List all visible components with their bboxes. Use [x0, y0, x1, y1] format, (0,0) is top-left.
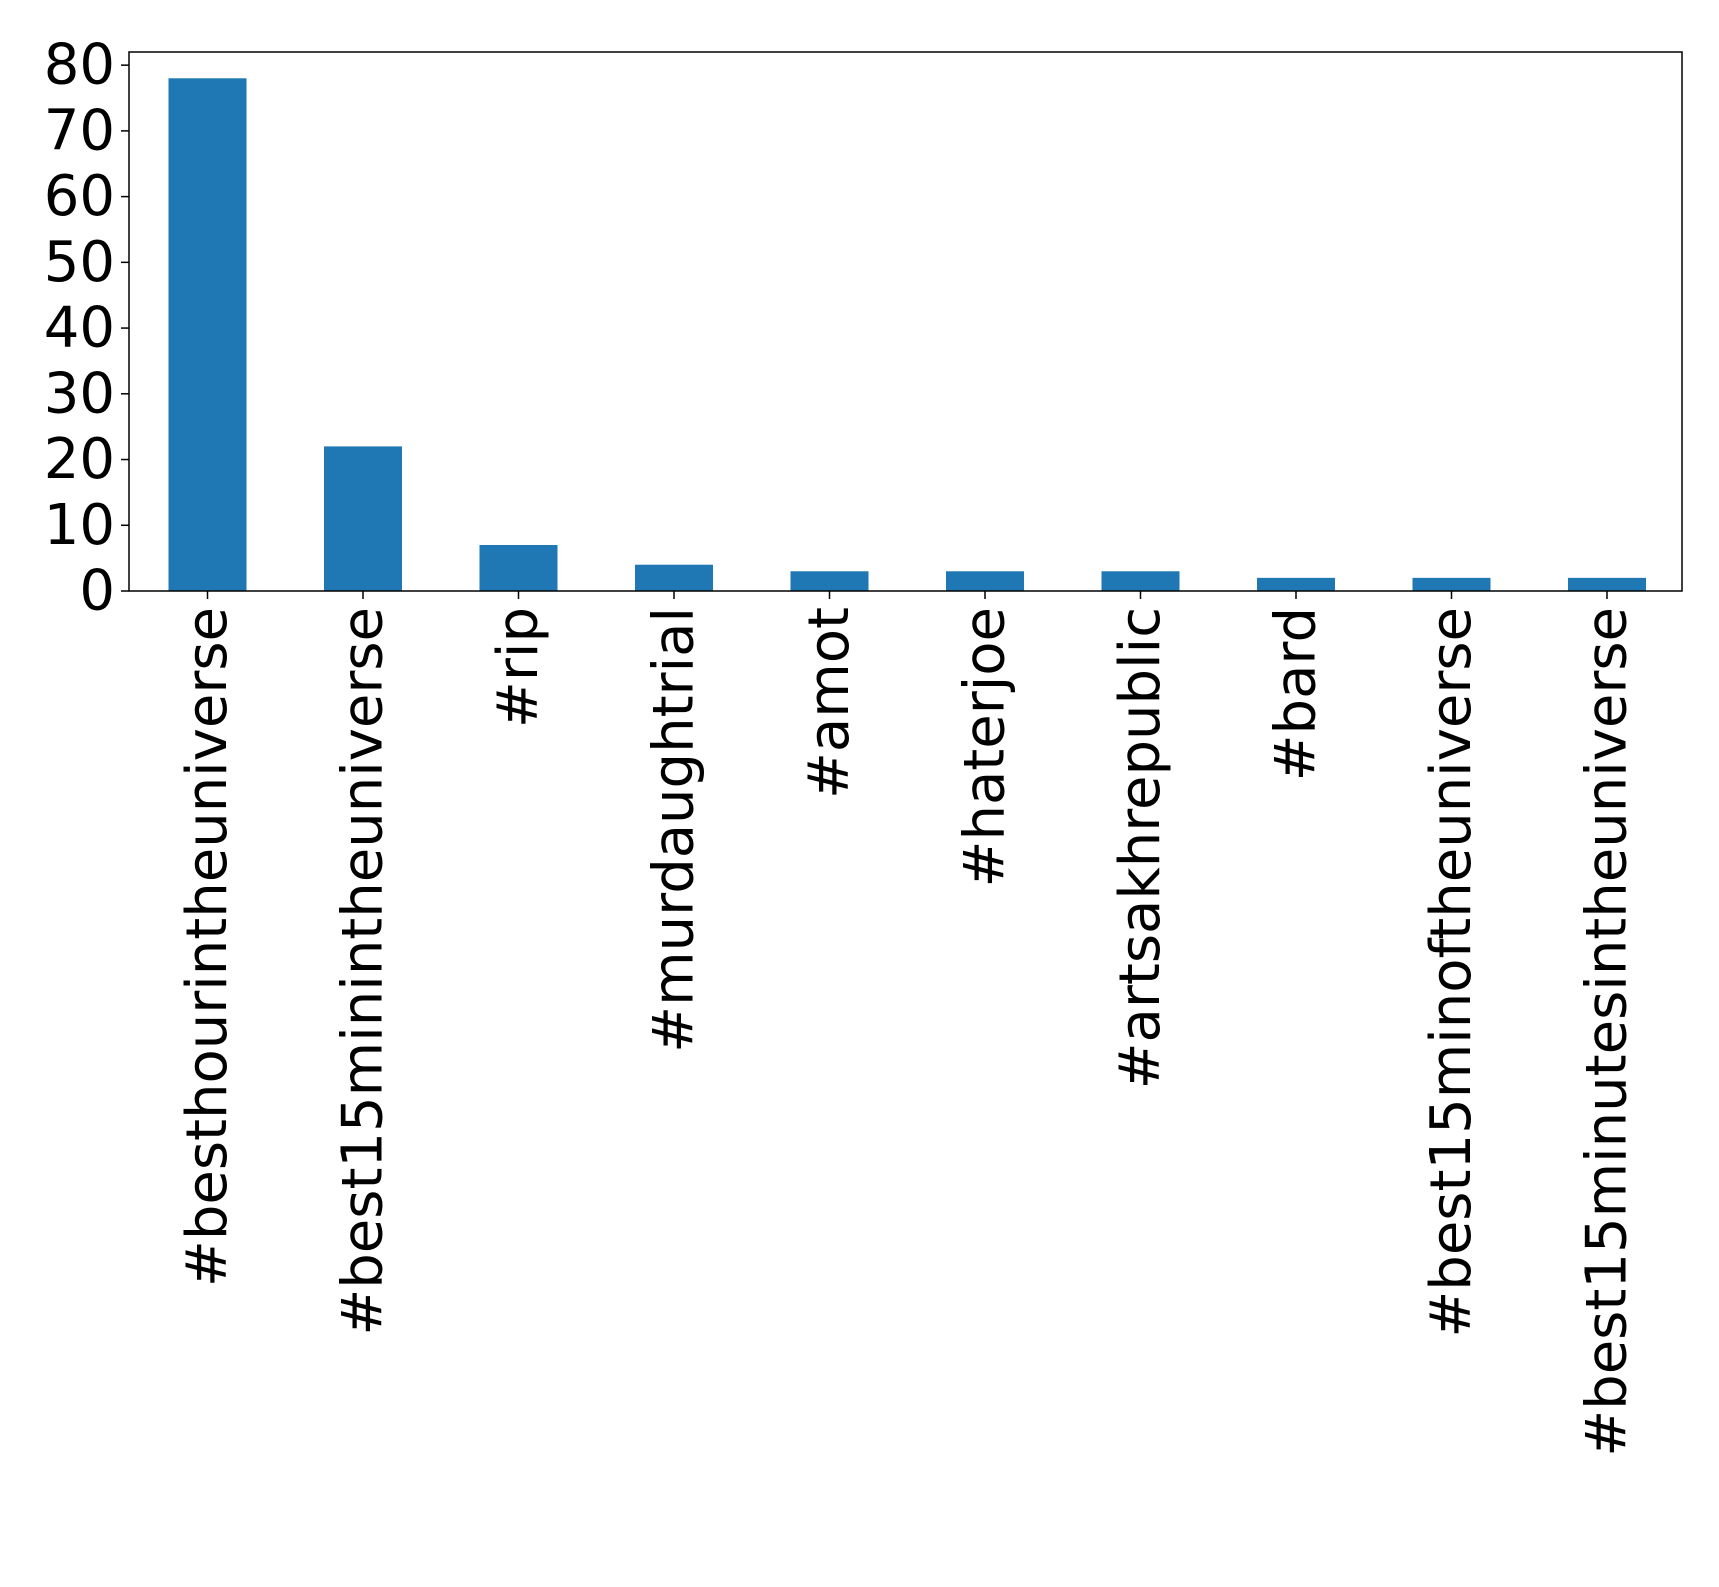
x-tick-label: #bard — [1264, 607, 1329, 781]
bar — [1257, 577, 1335, 591]
x-tick-label: #best15minoftheuniverse — [1419, 607, 1484, 1338]
bar — [1101, 571, 1180, 591]
plot-area-frame — [128, 51, 1683, 592]
y-tick-label: 30 — [44, 361, 115, 426]
x-tick-label: #best15minutesintheuniverse — [1575, 607, 1640, 1457]
y-tick-label: 60 — [44, 164, 115, 229]
x-tick-label: #rip — [486, 607, 551, 728]
y-tick-label: 40 — [44, 296, 115, 361]
bar — [324, 446, 402, 591]
bars-group — [168, 78, 1646, 592]
bar — [635, 564, 713, 591]
y-tick-label: 50 — [44, 230, 115, 295]
x-tick-label: #haterjoe — [953, 607, 1018, 887]
x-tick-label: #artsakhrepublic — [1108, 607, 1173, 1089]
y-tick-label: 0 — [79, 559, 115, 624]
x-tick-label: #best15minintheuniverse — [331, 607, 396, 1336]
y-tick-label: 20 — [44, 427, 115, 492]
bar — [790, 571, 869, 591]
y-tick-label: 10 — [44, 493, 115, 558]
bar — [946, 571, 1024, 591]
x-tick-label: #murdaughtrial — [642, 607, 707, 1053]
bar — [1412, 577, 1491, 591]
x-axis: #besthourintheuniverse #best15minintheuni… — [175, 591, 1640, 1457]
x-tick-label: #amot — [797, 607, 862, 799]
y-tick-label: 70 — [44, 98, 115, 163]
bar — [1568, 577, 1646, 591]
bar — [479, 544, 558, 591]
x-tick-label: #besthourintheuniverse — [175, 607, 240, 1287]
y-tick-label: 80 — [44, 33, 115, 98]
bar — [168, 78, 247, 592]
